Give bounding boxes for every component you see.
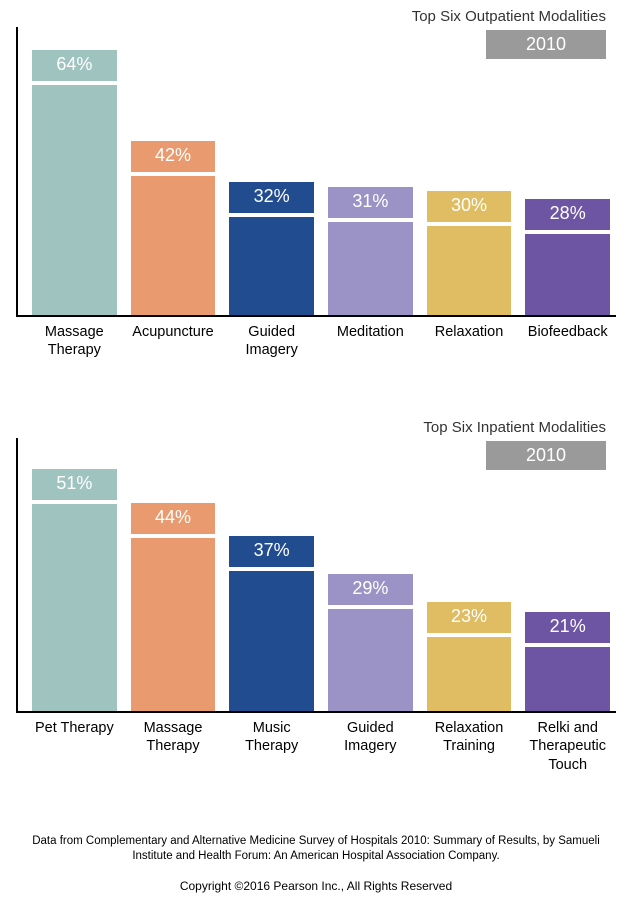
bar-value: 30% [427,191,512,222]
bar-value: 28% [525,199,610,230]
bar: 51% [32,469,117,711]
bar: 29% [328,574,413,712]
bar-accent [525,230,610,234]
bar: 44% [131,503,216,712]
bar-value: 51% [32,469,117,500]
bar-slot: 51% [32,438,117,711]
x-axis-label: Guided Imagery [328,719,413,773]
bar-accent [427,633,512,637]
x-axis-label: Biofeedback [525,323,610,359]
bar: 42% [131,141,216,315]
bar-accent [131,534,216,538]
bar-accent [229,213,314,217]
bar-value: 29% [328,574,413,605]
bar: 64% [32,50,117,315]
x-axis-label: Relaxation [427,323,512,359]
bar-value: 21% [525,612,610,643]
bar-value: 32% [229,182,314,213]
bar: 30% [427,191,512,315]
bar-slot: 23% [427,438,512,711]
bar-accent [131,172,216,176]
bar-accent [525,643,610,647]
bar-value: 64% [32,50,117,81]
bar-slot: 21% [525,438,610,711]
chart-title: Top Six Outpatient Modalities [16,8,606,25]
bar: 32% [229,182,314,315]
bar-value: 23% [427,602,512,633]
bar-accent [427,222,512,226]
x-axis-label: Meditation [328,323,413,359]
bar-slot: 28% [525,27,610,315]
x-axis-label: Massage Therapy [32,323,117,359]
bar-slot: 64% [32,27,117,315]
copyright-text: Copyright ©2016 Pearson Inc., All Rights… [16,879,616,893]
x-axis-label: Music Therapy [229,719,314,773]
bar: 28% [525,199,610,315]
bar-accent [328,605,413,609]
bar-value: 42% [131,141,216,172]
x-axis-label: Relki and Therapeutic Touch [525,719,610,773]
x-axis-label: Pet Therapy [32,719,117,773]
x-axis-label: Massage Therapy [131,719,216,773]
bar-value: 44% [131,503,216,534]
bar-slot: 29% [328,438,413,711]
bar: 31% [328,187,413,315]
bar-accent [32,500,117,504]
x-axis-label: Guided Imagery [229,323,314,359]
bar: 21% [525,612,610,712]
bar-slot: 44% [131,438,216,711]
bar-slot: 30% [427,27,512,315]
bar-slot: 42% [131,27,216,315]
bar-slot: 37% [229,438,314,711]
inpatient-chart: Top Six Inpatient Modalities201051%44%37… [16,419,616,773]
bar-accent [32,81,117,85]
bar-accent [328,218,413,222]
bar-slot: 32% [229,27,314,315]
data-source-note: Data from Complementary and Alternative … [16,834,616,865]
x-axis-label: Acupuncture [131,323,216,359]
outpatient-chart: Top Six Outpatient Modalities201064%42%3… [16,8,616,359]
bar: 37% [229,536,314,711]
plot-area: 51% 44% 37% 29% 23% 21% [16,438,616,713]
bar-value: 31% [328,187,413,218]
plot-area: 64% 42% 32% 31% 30% 28% [16,27,616,317]
x-axis-labels: Pet Therapy Massage TherapyMusic Therapy G… [16,719,616,773]
bar: 23% [427,602,512,711]
x-axis-label: Relaxation Training [427,719,512,773]
bar-value: 37% [229,536,314,567]
chart-title: Top Six Inpatient Modalities [16,419,606,436]
x-axis-labels: Massage Therapy Acupuncture Guided Imagery… [16,323,616,359]
bar-accent [229,567,314,571]
bar-slot: 31% [328,27,413,315]
